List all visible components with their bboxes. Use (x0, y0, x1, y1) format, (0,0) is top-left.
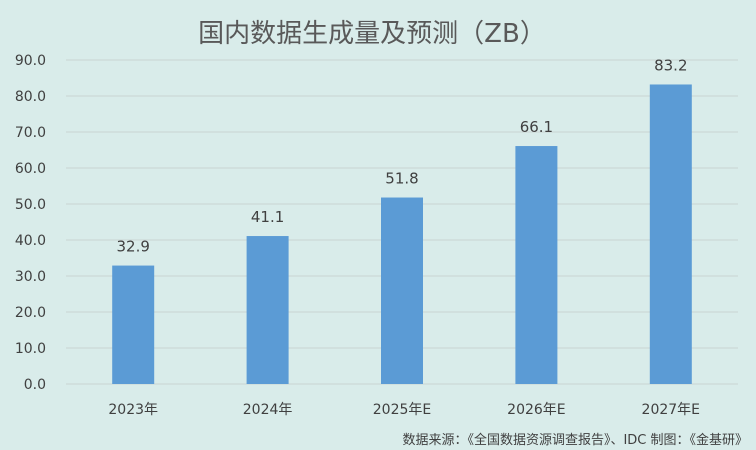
data-label: 51.8 (385, 170, 418, 188)
x-category-label: 2024年 (243, 402, 293, 418)
y-tick-label: 90.0 (15, 53, 46, 69)
x-category-label: 2025年E (373, 402, 431, 418)
bar (112, 265, 155, 384)
y-tick-label: 60.0 (15, 161, 46, 177)
bars (112, 84, 692, 384)
data-label: 83.2 (654, 56, 687, 74)
x-axis-categories: 2023年 2024年 2025年E 2026年E 2027年E (108, 402, 700, 418)
x-category-label: 2023年 (108, 402, 158, 418)
data-label: 32.9 (116, 238, 149, 256)
y-tick-label: 70.0 (15, 125, 46, 141)
source-note: 数据来源：《全国数据资源调查报告》、IDC 制图：《金基研》 (402, 432, 748, 448)
x-category-label: 2026年E (507, 402, 565, 418)
bar (381, 197, 423, 384)
x-category-label: 2027年E (642, 402, 700, 418)
data-labels: 32.9 41.1 51.8 66.1 83.2 (116, 56, 687, 255)
y-tick-label: 0.0 (24, 377, 46, 393)
y-tick-label: 20.0 (15, 305, 46, 321)
y-tick-label: 80.0 (15, 89, 46, 105)
y-tick-label: 10.0 (15, 341, 46, 357)
chart-title: 国内数据生成量及预测（ZB） (198, 19, 546, 49)
data-label: 41.1 (251, 208, 284, 226)
y-tick-label: 40.0 (15, 233, 46, 249)
y-tick-label: 50.0 (15, 197, 46, 213)
y-tick-label: 30.0 (15, 269, 46, 285)
data-label: 66.1 (520, 118, 553, 136)
bar (649, 84, 692, 384)
y-axis-ticks: 0.0 10.0 20.0 30.0 40.0 50.0 60.0 70.0 80.0 90.0 (15, 53, 46, 393)
bar (515, 146, 558, 384)
bar (246, 236, 289, 384)
